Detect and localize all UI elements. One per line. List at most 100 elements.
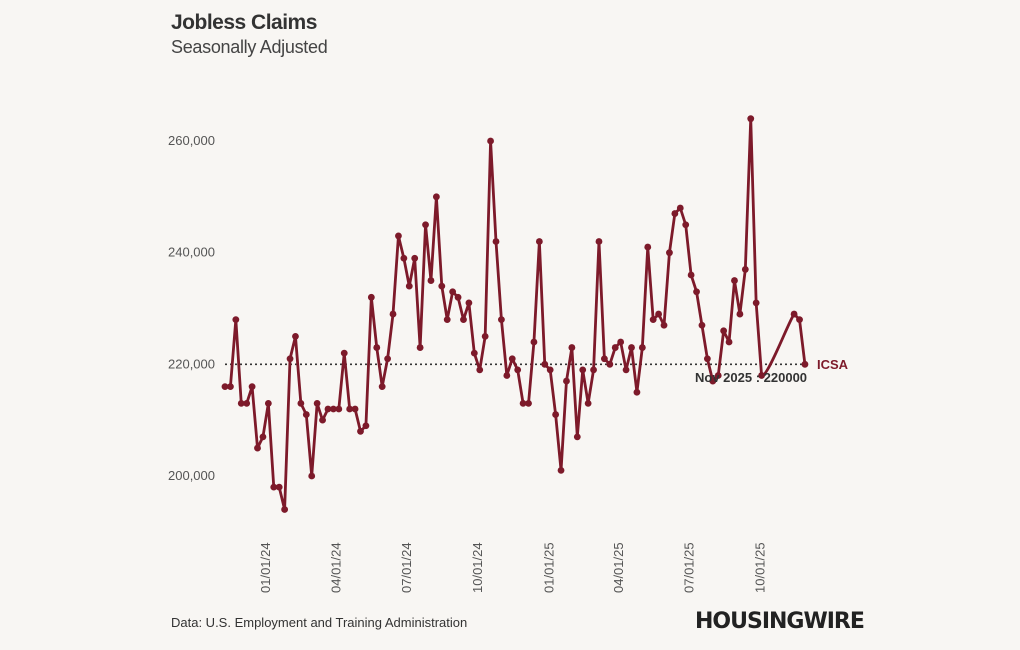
data-point[interactable] [666, 249, 673, 257]
data-point[interactable] [508, 355, 516, 363]
data-point[interactable] [655, 310, 662, 318]
data-point[interactable] [682, 221, 690, 229]
data-point[interactable] [346, 405, 354, 413]
data-point[interactable] [340, 349, 348, 357]
data-point[interactable] [606, 360, 614, 368]
data-point[interactable] [617, 338, 625, 346]
data-point[interactable] [541, 360, 549, 368]
data-point[interactable] [687, 271, 695, 279]
data-point[interactable] [454, 293, 462, 301]
data-point[interactable] [796, 316, 803, 324]
data-point[interactable] [351, 405, 359, 413]
data-point[interactable] [302, 411, 310, 418]
data-point[interactable] [498, 316, 505, 324]
data-point[interactable] [671, 210, 679, 217]
data-point[interactable] [243, 400, 251, 407]
data-point[interactable] [275, 483, 283, 491]
data-point[interactable] [395, 232, 402, 240]
data-point[interactable] [546, 366, 554, 374]
data-point[interactable] [308, 472, 316, 480]
data-point[interactable] [378, 383, 386, 391]
data-point[interactable] [422, 221, 429, 229]
data-point[interactable] [330, 405, 337, 413]
data-point[interactable] [400, 254, 408, 262]
data-point[interactable] [384, 355, 391, 363]
data-point[interactable] [324, 405, 332, 413]
data-point[interactable] [313, 400, 321, 407]
data-point[interactable] [237, 400, 245, 407]
data-point[interactable] [601, 355, 608, 363]
data-point[interactable] [595, 238, 603, 245]
data-point[interactable] [411, 254, 419, 262]
data-point[interactable] [286, 355, 294, 363]
data-point[interactable] [487, 137, 494, 145]
data-point[interactable] [741, 266, 749, 273]
data-point[interactable] [460, 316, 467, 324]
data-point[interactable] [405, 282, 413, 290]
data-point[interactable] [449, 288, 457, 296]
data-point[interactable] [758, 372, 765, 379]
data-point[interactable] [476, 366, 484, 374]
data-point[interactable] [557, 466, 565, 474]
data-point[interactable] [747, 115, 755, 123]
data-point[interactable] [362, 422, 370, 430]
data-point[interactable] [638, 344, 646, 351]
data-point[interactable] [492, 238, 500, 245]
data-point[interactable] [416, 344, 424, 351]
data-point[interactable] [725, 338, 733, 346]
data-point[interactable] [709, 377, 717, 385]
data-point[interactable] [367, 293, 375, 301]
data-point[interactable] [481, 333, 489, 340]
data-point[interactable] [714, 372, 722, 379]
data-point[interactable] [698, 321, 706, 329]
data-point[interactable] [676, 204, 684, 212]
data-point[interactable] [579, 366, 587, 374]
data-point[interactable] [264, 400, 272, 407]
data-point[interactable] [232, 316, 240, 324]
data-point[interactable] [470, 349, 478, 357]
data-point[interactable] [443, 316, 451, 324]
data-point[interactable] [563, 377, 570, 385]
data-point[interactable] [552, 411, 560, 418]
data-point[interactable] [432, 193, 440, 201]
data-point[interactable] [644, 243, 652, 251]
data-point[interactable] [573, 433, 581, 441]
data-point[interactable] [292, 333, 299, 340]
data-point[interactable] [752, 299, 760, 307]
data-point[interactable] [259, 433, 267, 441]
data-point[interactable] [611, 344, 619, 351]
data-point[interactable] [297, 400, 305, 407]
data-point[interactable] [622, 366, 630, 374]
data-point[interactable] [720, 327, 728, 335]
data-point[interactable] [530, 338, 538, 346]
data-point[interactable] [465, 299, 473, 307]
data-point[interactable] [703, 355, 711, 363]
data-point[interactable] [438, 282, 446, 290]
data-point[interactable] [254, 444, 261, 452]
data-point[interactable] [227, 383, 234, 391]
data-point[interactable] [389, 310, 397, 318]
data-point[interactable] [584, 400, 592, 407]
data-point[interactable] [633, 388, 641, 396]
data-point[interactable] [731, 277, 738, 284]
data-point[interactable] [535, 238, 543, 245]
data-point[interactable] [357, 427, 364, 435]
data-point[interactable] [281, 506, 289, 513]
data-point[interactable] [590, 366, 597, 374]
data-point[interactable] [649, 316, 657, 324]
data-point[interactable] [519, 400, 527, 407]
data-point[interactable] [525, 400, 532, 407]
data-point[interactable] [427, 277, 435, 284]
data-point[interactable] [736, 310, 744, 318]
data-point[interactable] [248, 383, 256, 391]
data-point[interactable] [221, 383, 229, 391]
data-point[interactable] [628, 344, 635, 351]
data-point[interactable] [319, 416, 326, 424]
data-point[interactable] [693, 288, 700, 296]
data-point[interactable] [373, 344, 381, 351]
data-point[interactable] [660, 321, 668, 329]
data-point[interactable] [270, 483, 278, 491]
data-point[interactable] [335, 405, 343, 413]
data-point[interactable] [790, 310, 798, 318]
data-point[interactable] [514, 366, 522, 374]
